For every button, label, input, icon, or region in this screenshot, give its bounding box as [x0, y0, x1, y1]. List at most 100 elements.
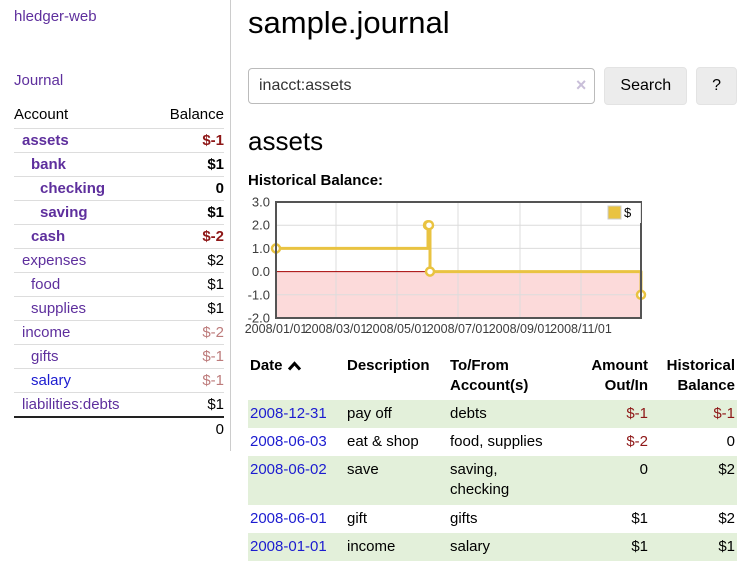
account-row: gifts $-1: [14, 344, 224, 369]
svg-text:-1.0: -1.0: [248, 288, 270, 303]
search-form: × Search ?: [248, 66, 737, 105]
transaction-amount: $1: [631, 509, 648, 527]
accounts-total-spacer: [14, 417, 153, 441]
account-row: assets $-1: [14, 128, 224, 153]
sort-ascending-icon: [287, 358, 302, 375]
transaction-description: save: [347, 461, 379, 479]
register-header-date-label: Date: [250, 357, 283, 375]
register-row[interactable]: 2008-06-02 save saving, checking 0 $2: [248, 456, 737, 505]
svg-text:3.0: 3.0: [252, 195, 270, 210]
account-row: food $1: [14, 272, 224, 297]
account-row: saving $1: [14, 200, 224, 225]
transaction-date-link[interactable]: 2008-06-03: [250, 432, 327, 450]
svg-text:2.0: 2.0: [252, 218, 270, 233]
account-row: supplies $1: [14, 296, 224, 321]
svg-text:1.0: 1.0: [252, 241, 270, 256]
search-button[interactable]: Search: [604, 66, 688, 105]
account-balance: $-2: [202, 324, 224, 341]
register-row[interactable]: 2008-12-31 pay off debts $-1 $-1: [248, 399, 737, 428]
transaction-date-link[interactable]: 2008-06-02: [250, 461, 327, 479]
account-link[interactable]: salary: [31, 372, 72, 389]
register-header-description: Description: [347, 357, 430, 375]
account-link[interactable]: food: [31, 276, 61, 293]
svg-text:$: $: [624, 205, 632, 220]
account-balance: $-2: [202, 228, 224, 245]
svg-text:2008/01/01: 2008/01/01: [245, 322, 308, 336]
account-link[interactable]: saving: [40, 204, 88, 221]
account-row: salary $-1: [14, 368, 224, 393]
account-balance: $-1: [202, 132, 224, 149]
register-header-amount: Amount Out/In: [591, 357, 648, 395]
transaction-balance: $1: [718, 537, 735, 555]
search-input-wrap: ×: [248, 67, 596, 104]
accounts-total-row: 0: [14, 417, 224, 441]
page-title: sample.journal: [248, 5, 450, 40]
account-link[interactable]: supplies: [31, 300, 87, 317]
account-link[interactable]: liabilities:debts: [22, 396, 120, 413]
transaction-amount: $-1: [626, 404, 648, 422]
register-header-date[interactable]: Date: [248, 353, 345, 400]
main-content: sample.journal × Search ? assets Histori…: [245, 0, 737, 562]
transaction-date-link[interactable]: 2008-12-31: [250, 404, 327, 422]
account-link[interactable]: gifts: [31, 348, 59, 365]
transaction-description: income: [347, 537, 396, 555]
search-input[interactable]: [248, 67, 596, 104]
transaction-accounts: debts: [450, 404, 487, 422]
accounts-header-balance: Balance: [169, 106, 224, 123]
register-row[interactable]: 2008-06-01 gift gifts $1 $2: [248, 505, 737, 533]
register-header-balance: Historical Balance: [666, 357, 735, 395]
svg-text:2008/05/01: 2008/05/01: [366, 322, 429, 336]
account-row: cash $-2: [14, 224, 224, 249]
account-balance: $-1: [202, 348, 224, 365]
chart-title: Historical Balance:: [248, 172, 384, 190]
account-row: income $-2: [14, 320, 224, 345]
account-balance: $2: [207, 252, 224, 269]
transaction-description: pay off: [347, 404, 392, 422]
svg-text:2008/07/01: 2008/07/01: [427, 322, 490, 336]
register-table: Date Description To/From Account(s) Amou…: [248, 353, 737, 562]
transaction-balance: $-1: [713, 404, 735, 422]
transaction-accounts: gifts: [450, 509, 478, 527]
transaction-balance: $2: [718, 509, 735, 527]
account-balance: $1: [207, 156, 224, 173]
transaction-balance: $2: [718, 461, 735, 479]
svg-text:0.0: 0.0: [252, 264, 270, 279]
register-row[interactable]: 2008-06-03 eat & shop food, supplies $-2 0: [248, 428, 737, 456]
account-link[interactable]: checking: [40, 180, 106, 197]
transaction-date-link[interactable]: 2008-06-01: [250, 509, 327, 527]
account-row: liabilities:debts $1: [14, 392, 224, 418]
transaction-date-link[interactable]: 2008-01-01: [250, 537, 327, 555]
account-link[interactable]: assets: [22, 132, 69, 149]
account-link[interactable]: bank: [31, 156, 67, 173]
accounts-table: Account Balance assets $-1 bank $1 checking 0…: [14, 102, 224, 441]
clear-search-icon[interactable]: ×: [575, 74, 587, 95]
transaction-description: gift: [347, 509, 368, 527]
account-link[interactable]: income: [22, 324, 71, 341]
svg-text:2008/11/01: 2008/11/01: [550, 322, 612, 336]
accounts-total-balance: 0: [215, 421, 224, 438]
transaction-accounts: saving, checking: [450, 461, 510, 499]
sidebar-item-journal[interactable]: Journal: [14, 72, 64, 89]
account-link[interactable]: expenses: [22, 252, 87, 269]
transaction-accounts: food, supplies: [450, 432, 543, 450]
account-row: checking 0: [14, 176, 224, 201]
svg-text:-2.0: -2.0: [248, 311, 270, 326]
transaction-amount: $1: [631, 537, 648, 555]
svg-text:2008/03/01: 2008/03/01: [305, 322, 368, 336]
account-row: expenses $2: [14, 248, 224, 273]
register-row[interactable]: 2008-01-01 income salary $1 $1: [248, 532, 737, 562]
help-button[interactable]: ?: [696, 66, 737, 105]
accounts-header-account: Account: [14, 106, 69, 123]
register-header-accounts: To/From Account(s): [450, 357, 529, 395]
sidebar: hledger-web Journal Account Balance asse…: [0, 0, 231, 451]
svg-text:2008/09/01: 2008/09/01: [489, 322, 552, 336]
transaction-amount: 0: [639, 461, 648, 479]
account-row: bank $1: [14, 152, 224, 177]
account-link[interactable]: cash: [31, 228, 66, 245]
transaction-balance: 0: [726, 432, 735, 450]
accounts-table-body: assets $-1 bank $1 checking 0 saving $1 cash $-2 e…: [14, 128, 224, 418]
register-table-body: 2008-12-31 pay off debts $-1 $-1 2008-06-03 ea…: [248, 399, 737, 562]
historical-balance-chart: $3.0 2.0 1.0 0.0 -1.0 -2.0 2008/01/01 2008/03/0…: [242, 195, 737, 338]
app-brand-link[interactable]: hledger-web: [14, 8, 97, 25]
transaction-amount: $-2: [626, 432, 648, 450]
